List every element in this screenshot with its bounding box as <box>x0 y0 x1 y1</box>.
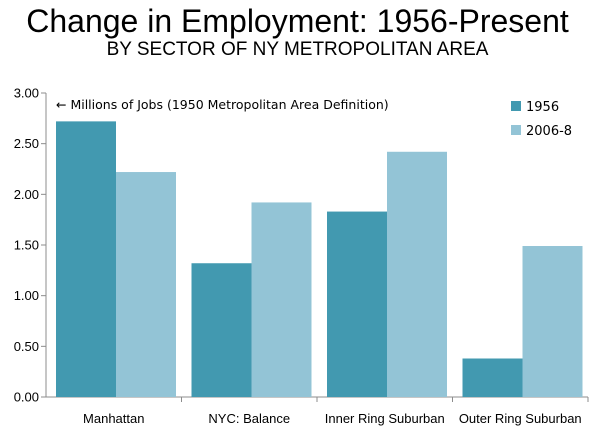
bars <box>56 121 583 397</box>
x-tick-label: Manhattan <box>83 411 144 426</box>
y-tick-label: 1.50 <box>14 238 39 253</box>
y-tick-label: 2.50 <box>14 136 39 151</box>
chart-title: Change in Employment: 1956-Present <box>26 3 569 39</box>
y-tick-label: 2.00 <box>14 187 39 202</box>
legend-swatch-1956 <box>511 101 521 111</box>
legend-label: 2006-8 <box>526 124 572 139</box>
y-tick-label: 3.00 <box>14 86 39 101</box>
y-tick-label: 1.00 <box>14 288 39 303</box>
chart-subtitle: BY SECTOR OF NY METROPOLITAN AREA <box>106 39 489 60</box>
bar-2006-8-manhattan <box>116 172 176 397</box>
legend-swatch-2006-8 <box>511 125 521 135</box>
x-tick-label: NYC: Balance <box>208 411 290 426</box>
bar-2006-8-outer-ring-suburban <box>522 246 583 397</box>
bar-1956-outer-ring-suburban <box>462 358 523 397</box>
x-tick-label: Outer Ring Suburban <box>459 411 582 426</box>
legend-label: 1956 <box>526 100 559 115</box>
y-tick-label: 0.50 <box>14 339 39 354</box>
tick-labels: 0.00 0.50 1.00 1.50 2.00 2.50 3.00 Manhattan NYC… <box>14 86 582 427</box>
bar-2006-8-inner-ring-suburban <box>387 151 447 397</box>
bar-1956-manhattan <box>56 121 116 397</box>
legend: 1956 2006-8 <box>511 100 572 139</box>
y-tick-label: 0.00 <box>14 390 39 405</box>
x-tick-label: Inner Ring Suburban <box>325 411 445 426</box>
bar-1956-inner-ring-suburban <box>327 211 387 397</box>
bar-2006-8-nyc-balance <box>251 202 312 397</box>
units-annotation: ← Millions of Jobs (1950 Metropolitan Ar… <box>56 97 389 112</box>
bar-1956-nyc-balance <box>191 263 252 397</box>
